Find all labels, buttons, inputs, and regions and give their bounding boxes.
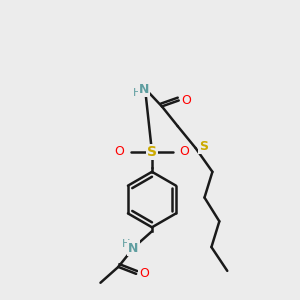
Text: O: O [180, 146, 190, 158]
Text: O: O [139, 267, 149, 280]
Text: S: S [199, 140, 208, 152]
Text: S: S [147, 145, 157, 159]
Text: N: N [139, 83, 149, 96]
Text: O: O [182, 94, 192, 107]
Text: H: H [122, 239, 130, 249]
Text: N: N [128, 242, 138, 255]
Text: H: H [133, 88, 141, 98]
Text: O: O [114, 146, 124, 158]
